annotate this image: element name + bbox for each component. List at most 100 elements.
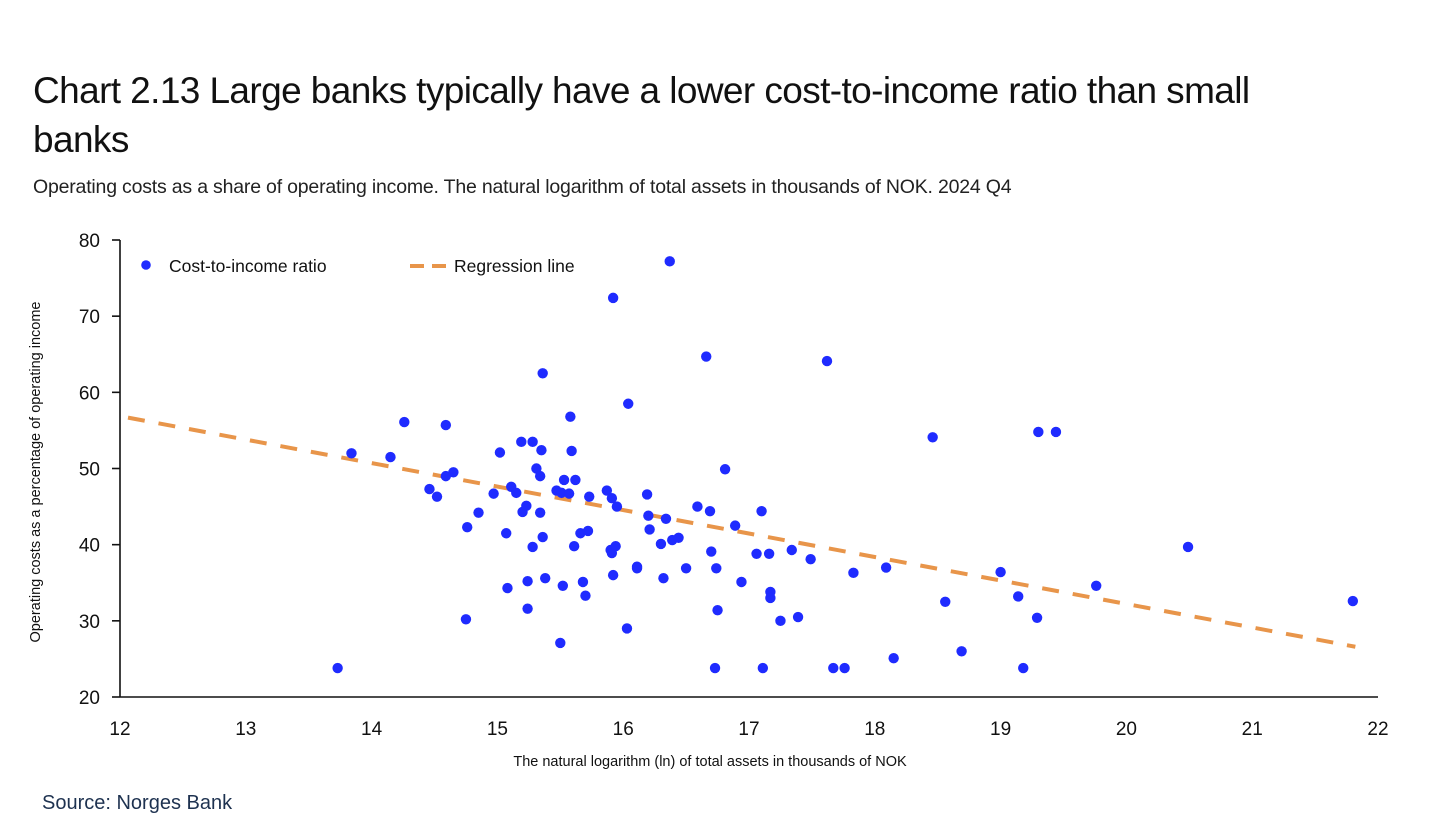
x-tick-label: 20 <box>1116 719 1137 740</box>
x-tick-label: 14 <box>361 719 383 740</box>
data-point <box>956 646 967 657</box>
data-point <box>940 596 951 607</box>
data-point <box>1033 426 1044 438</box>
data-point <box>1347 595 1359 607</box>
data-point <box>601 485 613 496</box>
data-point <box>704 505 716 517</box>
y-tick-label: 80 <box>79 231 100 252</box>
data-point <box>570 474 581 486</box>
regression-line-group <box>127 415 1356 649</box>
data-point <box>660 513 672 524</box>
data-point <box>756 505 767 517</box>
data-point <box>757 662 769 674</box>
data-point <box>641 489 653 500</box>
data-point <box>566 445 577 457</box>
data-point <box>501 528 512 539</box>
y-tick-label: 40 <box>79 536 100 557</box>
data-point <box>511 487 522 499</box>
data-point <box>399 416 410 428</box>
x-tick-label: 13 <box>235 719 256 740</box>
legend-dot-marker <box>141 260 151 270</box>
data-point <box>729 520 741 531</box>
data-point <box>765 592 776 604</box>
data-point <box>792 611 804 623</box>
x-tick-label: 21 <box>1242 719 1263 740</box>
data-point <box>607 569 619 581</box>
data-point <box>1018 662 1029 674</box>
data-point <box>556 487 567 499</box>
data-point <box>763 548 775 560</box>
data-point <box>494 447 506 458</box>
x-tick-label: 16 <box>613 719 634 740</box>
data-point <box>644 524 655 535</box>
data-point <box>582 525 594 537</box>
data-point <box>584 491 595 502</box>
data-point <box>431 491 443 502</box>
data-point <box>606 493 618 504</box>
data-point <box>385 451 396 463</box>
x-tick-label: 22 <box>1367 719 1388 740</box>
data-point <box>536 445 547 456</box>
data-point <box>527 541 538 553</box>
y-axis-label: Operating costs as a percentage of opera… <box>28 302 44 643</box>
regression-line <box>127 415 1356 649</box>
data-point <box>516 436 527 448</box>
data-point <box>611 501 623 512</box>
x-tick-label: 19 <box>990 719 1011 740</box>
data-point <box>502 582 513 594</box>
data-point <box>775 615 786 627</box>
data-point <box>751 548 762 560</box>
y-tick-label: 20 <box>79 688 100 709</box>
data-point <box>680 563 692 574</box>
data-point <box>673 532 684 544</box>
data-point <box>558 474 570 486</box>
data-point <box>1013 591 1024 602</box>
data-point <box>563 488 575 499</box>
data-point <box>607 292 619 304</box>
data-point <box>460 614 472 625</box>
legend-label-regression: Regression line <box>454 256 575 276</box>
y-tick-label: 70 <box>79 307 100 328</box>
data-point <box>521 500 532 512</box>
data-point <box>655 538 667 550</box>
data-point <box>332 662 343 674</box>
data-point <box>1091 580 1102 591</box>
data-point <box>346 448 357 459</box>
data-point <box>623 398 634 409</box>
data-point <box>828 662 839 674</box>
data-point <box>821 355 833 367</box>
data-point <box>621 623 633 634</box>
data-point <box>643 510 654 521</box>
axes: 80 70 60 50 40 30 20 12 13 14 15 16 17 18 19 20 21 22 <box>79 231 1389 740</box>
data-point <box>534 507 546 518</box>
scatter-points <box>332 256 1359 674</box>
data-point <box>1031 612 1043 623</box>
data-point <box>706 546 717 557</box>
data-point <box>527 436 538 448</box>
y-tick-label: 60 <box>79 383 100 404</box>
data-point <box>719 464 731 475</box>
data-point <box>522 576 533 587</box>
source-note: Source: Norges Bank <box>42 792 233 814</box>
data-point <box>736 576 747 588</box>
data-point <box>664 256 675 267</box>
data-point <box>462 521 473 533</box>
data-point <box>580 590 591 601</box>
data-point <box>712 604 723 616</box>
data-point <box>565 411 576 422</box>
data-point <box>880 562 892 573</box>
data-point <box>424 483 435 495</box>
x-axis-label: The natural logarithm (ln) of total asse… <box>513 754 907 770</box>
data-point <box>577 576 589 588</box>
data-point <box>888 652 899 664</box>
data-point <box>658 572 669 584</box>
x-tick-label: 15 <box>487 719 508 740</box>
legend-label-cost-to-income: Cost-to-income ratio <box>169 256 327 276</box>
data-point <box>473 507 484 518</box>
data-point <box>701 351 712 362</box>
data-point <box>488 488 499 499</box>
y-tick-label: 30 <box>79 612 100 633</box>
data-point <box>534 470 546 482</box>
data-point <box>805 553 816 565</box>
